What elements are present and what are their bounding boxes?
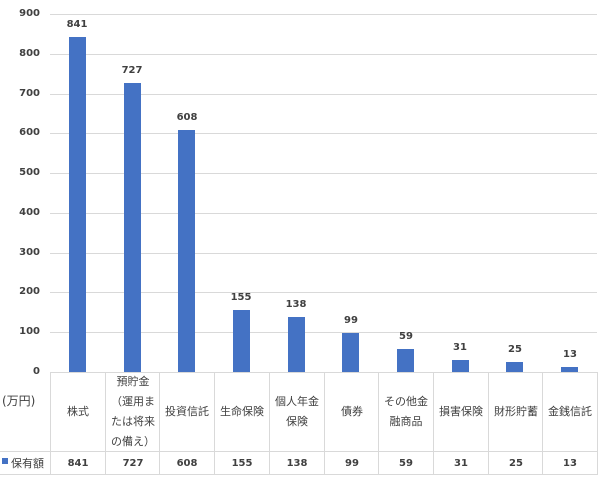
data-label: 608 <box>176 112 198 123</box>
category-text: 生命保険 <box>220 405 264 418</box>
bar[interactable] <box>452 360 469 372</box>
data-label: 13 <box>563 349 577 360</box>
data-label: 138 <box>285 299 307 310</box>
data-label: 155 <box>230 292 252 303</box>
bar[interactable] <box>397 349 414 372</box>
table-column-border <box>433 372 434 474</box>
table-value-cell: 727 <box>122 457 144 469</box>
category-text: 株式 <box>67 405 89 418</box>
category-text: 預貯金 （運用ま たは将来 の備え） <box>111 375 155 448</box>
table-value-cell: 841 <box>67 457 89 469</box>
gridline <box>50 14 597 15</box>
table-value-cell: 155 <box>231 457 253 469</box>
y-tick-label: 600 <box>19 127 40 138</box>
category-text: 債券 <box>341 405 363 418</box>
bar[interactable] <box>178 130 195 372</box>
bar[interactable] <box>561 367 578 372</box>
table-column-border <box>324 372 325 474</box>
y-tick-label: 400 <box>19 207 40 218</box>
gridline <box>50 332 597 333</box>
gridline <box>50 173 597 174</box>
legend-entry: 保有額 <box>2 452 44 474</box>
category-label: 金銭信託 <box>543 373 597 451</box>
y-tick-label: 800 <box>19 48 40 59</box>
bar[interactable] <box>233 310 250 372</box>
table-column-border <box>542 372 543 474</box>
table-row-border <box>0 451 598 452</box>
y-axis-unit-label: (万円) <box>2 394 36 408</box>
table-value-cell: 99 <box>345 457 359 469</box>
table-column-border <box>597 372 598 474</box>
category-label: 投資信託 <box>160 373 214 451</box>
table-row-border <box>0 474 598 475</box>
y-tick-label: 0 <box>33 366 40 377</box>
table-value-cell: 13 <box>563 457 577 469</box>
table-column-border <box>105 372 106 474</box>
table-value-cell: 608 <box>176 457 198 469</box>
legend-swatch-icon <box>2 458 8 464</box>
y-tick-label: 500 <box>19 167 40 178</box>
category-label: その他金 融商品 <box>379 373 433 451</box>
data-label: 841 <box>66 19 88 30</box>
table-value-cell: 31 <box>454 457 468 469</box>
bar[interactable] <box>342 333 359 372</box>
gridline <box>50 94 597 95</box>
category-label: 株式 <box>51 373 105 451</box>
category-label: 損害保険 <box>434 373 488 451</box>
category-label: 預貯金 （運用ま たは将来 の備え） <box>106 373 160 451</box>
category-label: 債券 <box>325 373 379 451</box>
data-label: 31 <box>453 342 467 353</box>
y-tick-label: 700 <box>19 88 40 99</box>
table-value-cell: 59 <box>399 457 413 469</box>
category-label: 財形貯蓄 <box>489 373 543 451</box>
data-label: 59 <box>399 331 413 342</box>
y-tick-label: 900 <box>19 8 40 19</box>
table-column-border <box>269 372 270 474</box>
gridline <box>50 133 597 134</box>
gridline <box>50 213 597 214</box>
table-column-border <box>378 372 379 474</box>
data-label: 99 <box>344 315 358 326</box>
category-text: その他金 融商品 <box>384 395 428 428</box>
table-value-cell: 138 <box>286 457 308 469</box>
category-label: 生命保険 <box>215 373 269 451</box>
y-tick-label: 300 <box>19 247 40 258</box>
category-text: 投資信託 <box>165 405 209 418</box>
data-label: 25 <box>508 344 522 355</box>
table-column-border <box>50 372 51 474</box>
category-text: 金銭信託 <box>548 405 592 418</box>
legend-label: 保有額 <box>11 457 44 470</box>
table-column-border <box>214 372 215 474</box>
gridline <box>50 292 597 293</box>
y-tick-label: 200 <box>19 286 40 297</box>
bar[interactable] <box>506 362 523 372</box>
category-text: 損害保険 <box>439 405 483 418</box>
y-tick-label: 100 <box>19 326 40 337</box>
bar[interactable] <box>69 37 86 372</box>
data-label: 727 <box>121 65 143 76</box>
table-column-border <box>159 372 160 474</box>
table-column-border <box>488 372 489 474</box>
bar[interactable] <box>124 83 141 372</box>
gridline <box>50 54 597 55</box>
bar[interactable] <box>288 317 305 372</box>
category-text: 財形貯蓄 <box>494 405 538 418</box>
gridline <box>50 253 597 254</box>
category-text: 個人年金 保険 <box>275 395 319 428</box>
table-value-cell: 25 <box>509 457 523 469</box>
category-label: 個人年金 保険 <box>270 373 324 451</box>
